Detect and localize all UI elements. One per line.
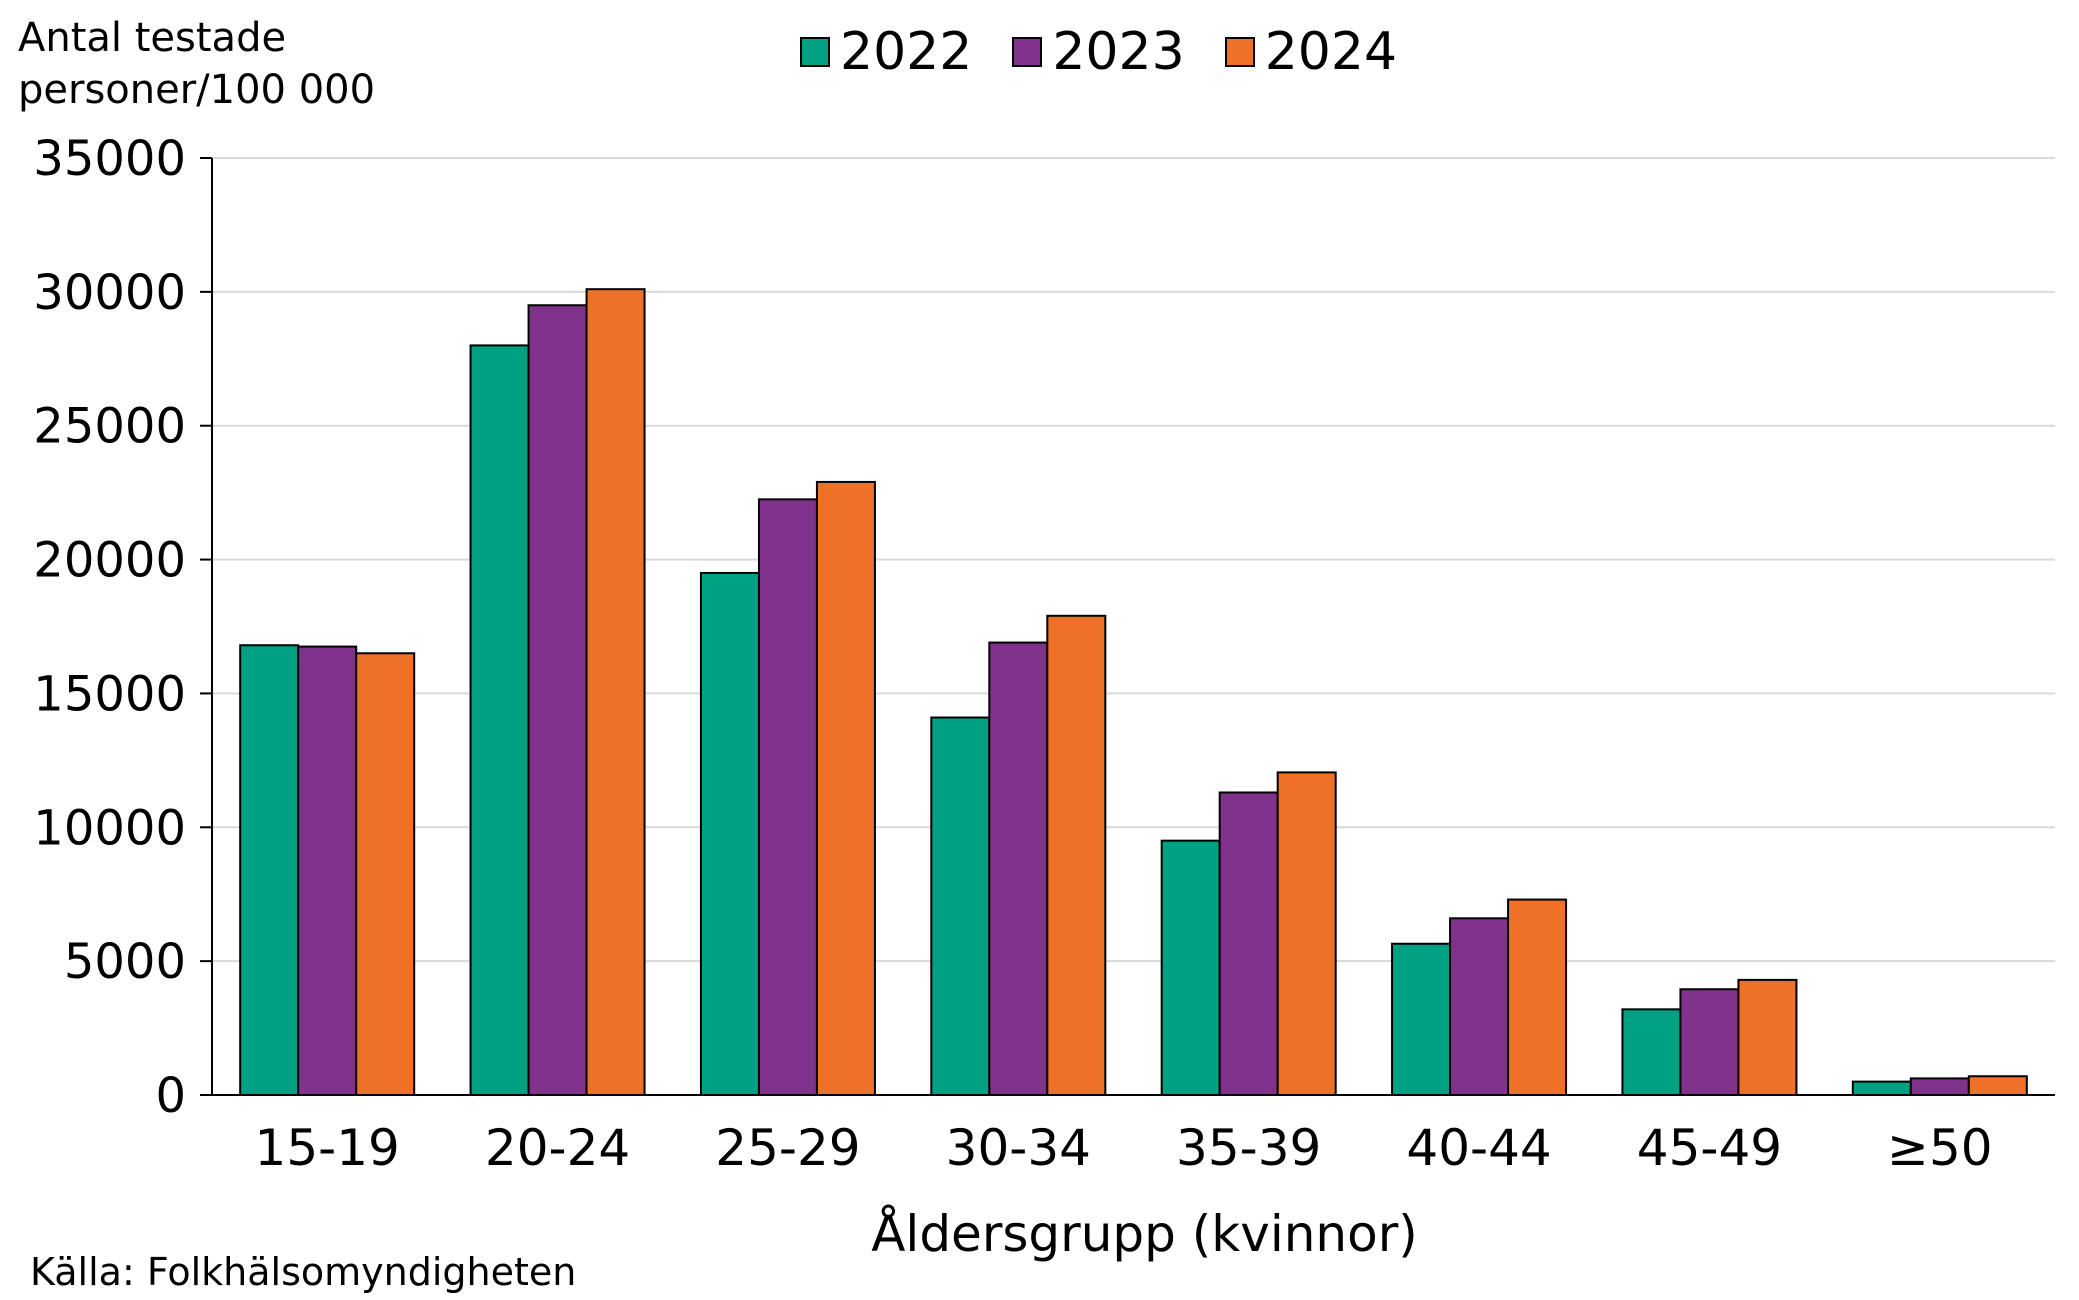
legend-item-2024: 2024 (1224, 22, 1398, 82)
legend-label-2024: 2024 (1264, 22, 1398, 82)
bar-2022 (1851, 1080, 1912, 1096)
legend-swatch-2023 (1012, 37, 1043, 67)
y-tick-label: 30000 (33, 265, 186, 321)
bar-2024 (815, 480, 876, 1097)
bar-2023 (1449, 917, 1510, 1097)
bar-2022 (930, 716, 991, 1096)
x-axis-title: Åldersgrupp (kvinnor) (871, 1205, 1418, 1263)
bar-2024 (585, 288, 646, 1096)
bar-2022 (469, 344, 530, 1096)
x-tick-label: 20-24 (485, 1119, 630, 1177)
x-tick-label: 45-49 (1637, 1119, 1782, 1177)
legend: 2022 2023 2024 (800, 22, 1437, 82)
bar-2024 (1507, 898, 1568, 1096)
x-tick-label: ≥50 (1887, 1119, 1993, 1177)
y-tick-label: 20000 (33, 533, 186, 589)
bar-2024 (355, 652, 416, 1096)
legend-item-2022: 2022 (800, 22, 972, 82)
x-tick-label: 15-19 (255, 1119, 400, 1177)
bar-2023 (1679, 988, 1740, 1097)
bar-2024 (1967, 1075, 2028, 1097)
legend-label-2022: 2022 (840, 22, 973, 82)
legend-item-2023: 2023 (1012, 22, 1185, 82)
legend-swatch-2022 (800, 37, 830, 67)
bar-2024 (1276, 771, 1337, 1096)
y-tick-label: 25000 (33, 399, 186, 455)
bar-2023 (1909, 1077, 1970, 1097)
x-tick-label: 25-29 (715, 1119, 860, 1177)
bar-2024 (1046, 614, 1107, 1096)
bar-2022 (239, 644, 300, 1096)
x-tick-label: 30-34 (946, 1119, 1091, 1177)
bar-2023 (527, 304, 588, 1096)
x-tick-label: 40-44 (1406, 1119, 1551, 1177)
bar-2022 (1621, 1008, 1682, 1096)
y-tick-label: 0 (155, 1068, 186, 1124)
bar-2022 (1391, 942, 1452, 1097)
legend-swatch-2024 (1224, 37, 1255, 67)
bar-2023 (988, 641, 1049, 1096)
bar-2023 (1218, 791, 1279, 1096)
x-tick-label: 35-39 (1176, 1119, 1321, 1177)
legend-label-2023: 2023 (1052, 22, 1185, 82)
bar-2022 (1160, 839, 1221, 1097)
y-tick-label: 5000 (64, 934, 186, 990)
y-tick-label: 35000 (33, 131, 186, 187)
y-tick-label: 15000 (33, 666, 186, 722)
source-note: Källa: Folkhälsomyndigheten (30, 1250, 577, 1294)
bar-2023 (297, 645, 358, 1096)
y-tick-label: 10000 (33, 800, 186, 856)
bar-2022 (699, 571, 760, 1096)
bar-2023 (757, 498, 818, 1097)
y-axis-title: Antal testade personer/100 000 (18, 15, 376, 113)
bar-2024 (1737, 978, 1798, 1097)
